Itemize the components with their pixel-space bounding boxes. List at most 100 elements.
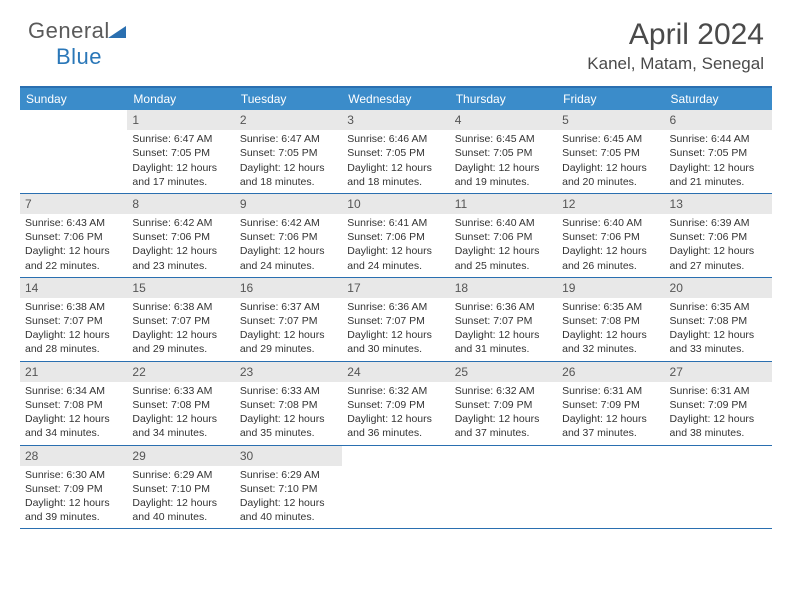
day-header: Friday — [557, 88, 664, 110]
day-number: 17 — [342, 278, 449, 298]
sunset-line: Sunset: 7:06 PM — [455, 230, 552, 244]
day-number: 23 — [235, 362, 342, 382]
day-number — [665, 446, 772, 466]
daylight-line: Daylight: 12 hours and 40 minutes. — [240, 496, 337, 524]
calendar-day: 11Sunrise: 6:40 AMSunset: 7:06 PMDayligh… — [450, 194, 557, 277]
sunset-line: Sunset: 7:07 PM — [132, 314, 229, 328]
day-header: Saturday — [665, 88, 772, 110]
sunset-line: Sunset: 7:05 PM — [240, 146, 337, 160]
calendar-body: 1Sunrise: 6:47 AMSunset: 7:05 PMDaylight… — [20, 110, 772, 529]
title-area: April 2024 Kanel, Matam, Senegal — [587, 18, 764, 74]
day-number — [342, 446, 449, 466]
sunset-line: Sunset: 7:06 PM — [132, 230, 229, 244]
day-number: 27 — [665, 362, 772, 382]
daylight-line: Daylight: 12 hours and 29 minutes. — [132, 328, 229, 356]
day-details: Sunrise: 6:30 AMSunset: 7:09 PMDaylight:… — [20, 466, 127, 529]
daylight-line: Daylight: 12 hours and 21 minutes. — [670, 161, 767, 189]
sunrise-line: Sunrise: 6:36 AM — [347, 300, 444, 314]
daylight-line: Daylight: 12 hours and 30 minutes. — [347, 328, 444, 356]
day-details: Sunrise: 6:43 AMSunset: 7:06 PMDaylight:… — [20, 214, 127, 277]
daylight-line: Daylight: 12 hours and 39 minutes. — [25, 496, 122, 524]
calendar-day: 30Sunrise: 6:29 AMSunset: 7:10 PMDayligh… — [235, 446, 342, 529]
daylight-line: Daylight: 12 hours and 20 minutes. — [562, 161, 659, 189]
day-details: Sunrise: 6:38 AMSunset: 7:07 PMDaylight:… — [127, 298, 234, 361]
sunset-line: Sunset: 7:08 PM — [240, 398, 337, 412]
calendar-empty-cell — [450, 446, 557, 529]
sunset-line: Sunset: 7:06 PM — [670, 230, 767, 244]
calendar-day: 9Sunrise: 6:42 AMSunset: 7:06 PMDaylight… — [235, 194, 342, 277]
sunrise-line: Sunrise: 6:41 AM — [347, 216, 444, 230]
sunrise-line: Sunrise: 6:44 AM — [670, 132, 767, 146]
sunset-line: Sunset: 7:08 PM — [25, 398, 122, 412]
daylight-line: Daylight: 12 hours and 38 minutes. — [670, 412, 767, 440]
calendar-day: 16Sunrise: 6:37 AMSunset: 7:07 PMDayligh… — [235, 278, 342, 361]
day-number: 13 — [665, 194, 772, 214]
page-header: General Blue April 2024 Kanel, Matam, Se… — [0, 0, 792, 80]
sunset-line: Sunset: 7:05 PM — [132, 146, 229, 160]
daylight-line: Daylight: 12 hours and 27 minutes. — [670, 244, 767, 272]
calendar-day: 17 Sunrise: 6:36 AMSunset: 7:07 PMDayligh… — [342, 278, 449, 361]
sunrise-line: Sunrise: 6:47 AM — [240, 132, 337, 146]
day-number: 20 — [665, 278, 772, 298]
day-number: 8 — [127, 194, 234, 214]
calendar-day: 7Sunrise: 6:43 AMSunset: 7:06 PMDaylight… — [20, 194, 127, 277]
calendar-day: 28Sunrise: 6:30 AMSunset: 7:09 PMDayligh… — [20, 446, 127, 529]
day-details: Sunrise: 6:32 AMSunset: 7:09 PMDaylight:… — [342, 382, 449, 445]
calendar-day: 20Sunrise: 6:35 AMSunset: 7:08 PMDayligh… — [665, 278, 772, 361]
day-details: Sunrise: 6:42 AMSunset: 7:06 PMDaylight:… — [235, 214, 342, 277]
calendar-day: 21Sunrise: 6:34 AMSunset: 7:08 PMDayligh… — [20, 362, 127, 445]
sunset-line: Sunset: 7:08 PM — [670, 314, 767, 328]
day-details: Sunrise: 6:33 AMSunset: 7:08 PMDaylight:… — [235, 382, 342, 445]
sunset-line: Sunset: 7:06 PM — [25, 230, 122, 244]
day-number: 15 — [127, 278, 234, 298]
day-number: 26 — [557, 362, 664, 382]
sunrise-line: Sunrise: 6:30 AM — [25, 468, 122, 482]
sunset-line: Sunset: 7:06 PM — [562, 230, 659, 244]
daylight-line: Daylight: 12 hours and 35 minutes. — [240, 412, 337, 440]
sunrise-line: Sunrise: 6:38 AM — [25, 300, 122, 314]
day-number: 29 — [127, 446, 234, 466]
day-number: 25 — [450, 362, 557, 382]
sunset-line: Sunset: 7:09 PM — [25, 482, 122, 496]
calendar-empty-cell — [20, 110, 127, 193]
day-details: Sunrise: 6:41 AMSunset: 7:06 PMDaylight:… — [342, 214, 449, 277]
daylight-line: Daylight: 12 hours and 29 minutes. — [240, 328, 337, 356]
day-number: 24 — [342, 362, 449, 382]
day-details: Sunrise: 6:34 AMSunset: 7:08 PMDaylight:… — [20, 382, 127, 445]
sunrise-line: Sunrise: 6:31 AM — [562, 384, 659, 398]
sunset-line: Sunset: 7:07 PM — [25, 314, 122, 328]
day-number: 3 — [342, 110, 449, 130]
day-number: 11 — [450, 194, 557, 214]
calendar-day: 29Sunrise: 6:29 AMSunset: 7:10 PMDayligh… — [127, 446, 234, 529]
daylight-line: Daylight: 12 hours and 37 minutes. — [562, 412, 659, 440]
sunset-line: Sunset: 7:06 PM — [347, 230, 444, 244]
sunset-line: Sunset: 7:07 PM — [347, 314, 444, 328]
day-header: Wednesday — [342, 88, 449, 110]
sunrise-line: Sunrise: 6:47 AM — [132, 132, 229, 146]
calendar-empty-cell — [342, 446, 449, 529]
sunrise-line: Sunrise: 6:34 AM — [25, 384, 122, 398]
sunrise-line: Sunrise: 6:29 AM — [132, 468, 229, 482]
calendar-day: 4Sunrise: 6:45 AMSunset: 7:05 PMDaylight… — [450, 110, 557, 193]
calendar-day: 14Sunrise: 6:38 AMSunset: 7:07 PMDayligh… — [20, 278, 127, 361]
calendar-day: 23Sunrise: 6:33 AMSunset: 7:08 PMDayligh… — [235, 362, 342, 445]
logo-triangle-icon — [108, 18, 126, 44]
calendar-day: 10Sunrise: 6:41 AMSunset: 7:06 PMDayligh… — [342, 194, 449, 277]
sunset-line: Sunset: 7:10 PM — [240, 482, 337, 496]
daylight-line: Daylight: 12 hours and 18 minutes. — [240, 161, 337, 189]
day-number — [557, 446, 664, 466]
sunset-line: Sunset: 7:05 PM — [670, 146, 767, 160]
day-number: 1 — [127, 110, 234, 130]
day-details: Sunrise: 6:45 AMSunset: 7:05 PMDaylight:… — [450, 130, 557, 193]
calendar-day: 19Sunrise: 6:35 AMSunset: 7:08 PMDayligh… — [557, 278, 664, 361]
day-number: 5 — [557, 110, 664, 130]
calendar-day: 12Sunrise: 6:40 AMSunset: 7:06 PMDayligh… — [557, 194, 664, 277]
daylight-line: Daylight: 12 hours and 17 minutes. — [132, 161, 229, 189]
sunset-line: Sunset: 7:07 PM — [240, 314, 337, 328]
location-text: Kanel, Matam, Senegal — [587, 54, 764, 74]
sunset-line: Sunset: 7:08 PM — [562, 314, 659, 328]
sunrise-line: Sunrise: 6:42 AM — [240, 216, 337, 230]
day-number: 2 — [235, 110, 342, 130]
daylight-line: Daylight: 12 hours and 18 minutes. — [347, 161, 444, 189]
sunset-line: Sunset: 7:05 PM — [347, 146, 444, 160]
